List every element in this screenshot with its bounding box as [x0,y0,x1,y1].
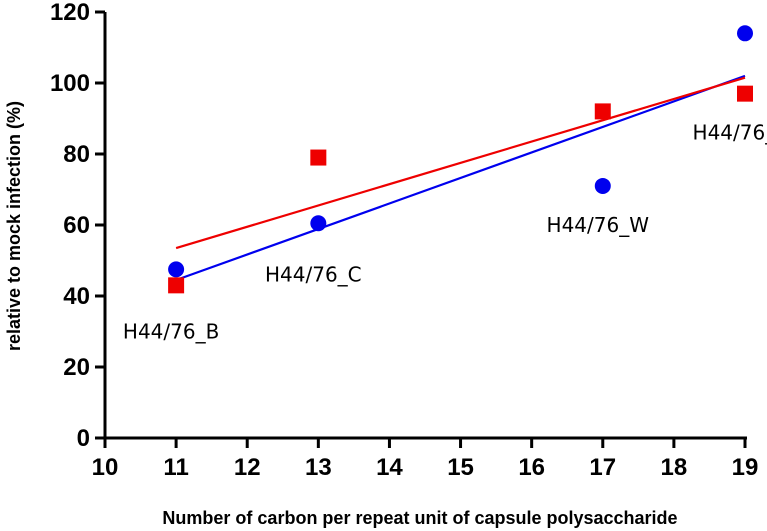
x-tick-label: 17 [589,454,616,481]
x-tick-label: 15 [447,454,474,481]
y-tick-label: 100 [50,70,90,97]
data-point-square [594,103,611,120]
x-tick-label: 11 [163,454,188,481]
x-tick-label: 12 [234,454,261,481]
x-tick-label: 19 [732,454,759,481]
data-point-circle [594,177,611,194]
fit-line [175,76,746,250]
point-annotation: H44/76_Y [693,121,767,145]
x-tick-label: 13 [305,454,332,481]
y-tick-label: 60 [63,212,90,239]
data-point-circle [737,25,753,42]
data-point-circle [310,215,327,232]
x-axis-title: Number of carbon per repeat unit of caps… [162,508,677,528]
x-tick-label: 18 [661,454,688,481]
data-point-square [737,85,753,102]
annotations: H44/76_B H44/76_C H44/76_W H44/76_Y [123,121,767,344]
axes: 0 20 40 60 80 100 120 10 11 12 13 14 15 16 17 18 19 [50,0,758,481]
y-tick-label: 20 [63,354,90,381]
data-point-square [168,277,185,294]
x-tick-label: 10 [92,454,119,481]
y-tick-label: 0 [77,425,90,452]
fit-lines [175,74,746,282]
y-tick-label: 120 [50,0,90,26]
data-point-circle [168,261,185,278]
point-annotation: H44/76_B [123,320,219,344]
x-tick-label: 16 [518,454,545,481]
data-point-square [310,149,327,166]
y-axis-title: relative to mock infection (%) [4,101,24,351]
point-annotation: H44/76_W [547,213,650,237]
fit-line [175,74,746,282]
x-tick-label: 14 [376,454,403,481]
y-tick-label: 40 [63,283,90,310]
y-tick-label: 80 [63,141,90,168]
point-annotation: H44/76_C [265,263,362,287]
data-points [168,25,753,294]
